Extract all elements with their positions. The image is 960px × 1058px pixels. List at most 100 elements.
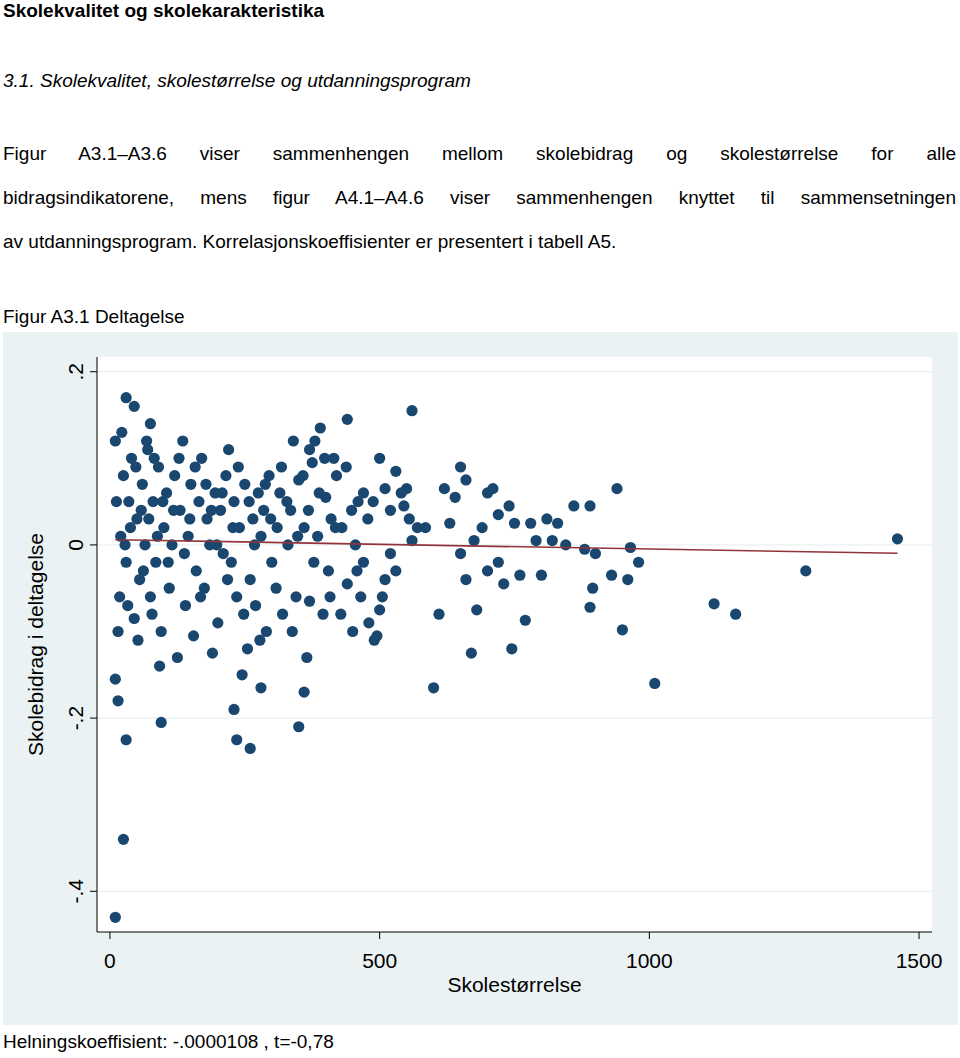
grid-line (97, 891, 932, 892)
scatter-point (342, 414, 353, 425)
scatter-point (460, 574, 471, 585)
y-tick (90, 891, 97, 892)
scatter-point (169, 470, 180, 481)
scatter-point (347, 626, 358, 637)
y-axis-label: Skolebidrag i deltagelse (24, 533, 47, 756)
paragraph-line: bidragsindikatorene, mens figur A4.1–A4.… (3, 187, 956, 209)
scatter-point (374, 453, 385, 464)
scatter-point (233, 461, 244, 472)
scatter-point (212, 617, 223, 628)
section-heading: 3.1. Skolekvalitet, skolestørrelse og ut… (3, 70, 471, 92)
scatter-point (308, 557, 319, 568)
scatter-point (112, 626, 123, 637)
scatter-point (255, 682, 266, 693)
scatter-point (254, 635, 265, 646)
scatter-point (114, 591, 125, 602)
scatter-point (150, 557, 161, 568)
y-tick-label: -.4 (64, 879, 87, 904)
scatter-point (363, 617, 374, 628)
scatter-point (156, 626, 167, 637)
marks (110, 392, 903, 923)
scatter-point (324, 591, 335, 602)
grid-line (97, 718, 932, 719)
scatter-point (708, 598, 719, 609)
figure-caption: Figur A3.1 Deltagelse (3, 306, 185, 328)
scatter-point (293, 721, 304, 732)
scatter-point (398, 500, 409, 511)
scatter-point (245, 743, 256, 754)
x-tick-label: 1000 (626, 949, 673, 972)
plot-area (97, 357, 932, 932)
scatter-point (288, 435, 299, 446)
scatter-point (301, 652, 312, 663)
scatter-point (390, 565, 401, 576)
scatter-point (136, 505, 147, 516)
scatter-point (385, 548, 396, 559)
scatter-point (146, 609, 157, 620)
scatter-point (282, 539, 293, 550)
scatter-point (323, 565, 334, 576)
scatter-point (493, 509, 504, 520)
scatter-point (270, 583, 281, 594)
scatter-point (468, 535, 479, 546)
y-tick (90, 371, 97, 372)
scatter-point (193, 496, 204, 507)
scatter-point (168, 505, 179, 516)
scatter-point (649, 678, 660, 689)
scatter-point (143, 513, 154, 524)
chart: -.4-.20.2050010001500SkolestørrelseSkole… (3, 332, 958, 1025)
scatter-point (351, 565, 362, 576)
scatter-point (145, 591, 156, 602)
scatter-point (541, 513, 552, 524)
scatter-point (247, 513, 258, 524)
y-tick-label: .2 (64, 363, 87, 381)
scatter-point (121, 734, 132, 745)
scatter-point (222, 574, 233, 585)
scatter-point (371, 630, 382, 641)
scatter-point (350, 539, 361, 550)
scatter-point (568, 500, 579, 511)
scatter-point (122, 600, 133, 611)
scatter-point (362, 513, 373, 524)
scatter-point (190, 461, 201, 472)
x-axis-label: Skolestørrelse (447, 973, 581, 996)
scatter-point (173, 453, 184, 464)
scatter-point (130, 461, 141, 472)
scatter-point (377, 591, 388, 602)
scatter-point (238, 609, 249, 620)
scatter-point (220, 470, 231, 481)
scatter-point (312, 531, 323, 542)
scatter-point (433, 609, 444, 620)
y-tick (90, 544, 97, 545)
scatter-point (482, 487, 493, 498)
scatter-point (587, 583, 598, 594)
scatter-point (374, 604, 385, 615)
scatter-point (606, 570, 617, 581)
scatter-point (292, 531, 303, 542)
scatter-point (892, 533, 903, 544)
scatter-point (730, 609, 741, 620)
scatter-point (514, 570, 525, 581)
scatter-point (800, 565, 811, 576)
scatter-point (622, 574, 633, 585)
chart-background (3, 332, 958, 1025)
scatter-point (390, 466, 401, 477)
scatter-point (179, 548, 190, 559)
scatter-point (226, 557, 237, 568)
scatter-point (200, 479, 211, 490)
scatter-point (217, 487, 228, 498)
y-axis (97, 357, 98, 932)
x-tick-label: 500 (362, 949, 397, 972)
scatter-point (184, 513, 195, 524)
heading: Skolekvalitet og skolekarakteristika (3, 0, 324, 22)
scatter-point (154, 661, 165, 672)
fit-line (115, 540, 897, 554)
scatter-point (319, 453, 330, 464)
scatter-point (172, 652, 183, 663)
scatter-point (125, 522, 136, 533)
scatter-point (633, 557, 644, 568)
scatter-point (420, 522, 431, 533)
scatter-point (231, 591, 242, 602)
scatter-point (552, 518, 563, 529)
y-tick (90, 718, 97, 719)
